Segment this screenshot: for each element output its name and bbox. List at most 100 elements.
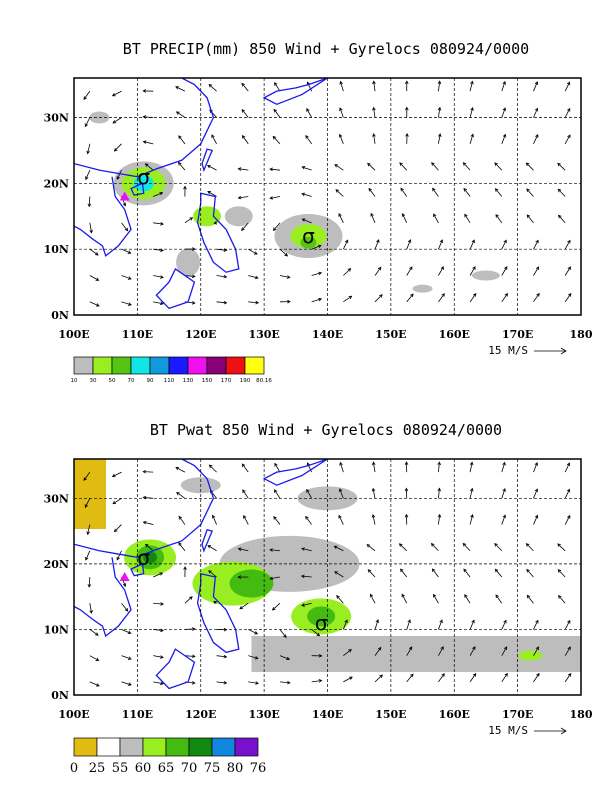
wind-vector-head: [470, 514, 474, 518]
wind-vector: [248, 275, 259, 279]
wind-vector-head: [369, 593, 374, 598]
wind-vector: [311, 272, 322, 276]
wind-vector: [88, 196, 91, 207]
wind-vector-head: [494, 568, 499, 573]
wind-vector-head: [335, 189, 340, 193]
wind-vector-head: [439, 239, 444, 243]
wind-vector-head: [317, 244, 322, 249]
wind-vector-head: [502, 461, 506, 466]
wind-vectors: [83, 80, 572, 307]
wind-vector-head: [301, 166, 306, 170]
wind-vector: [184, 655, 195, 657]
wind-vector-head: [472, 672, 477, 677]
wind-vector: [121, 629, 131, 634]
wind-vector-head: [178, 542, 182, 546]
wind-vector: [121, 681, 132, 686]
wind-vector-head: [407, 619, 411, 624]
wind-vector-head: [269, 548, 273, 552]
grid-lines: [74, 459, 581, 695]
wind-vector: [88, 576, 91, 588]
wind-vector: [336, 595, 344, 604]
wind-vector: [469, 488, 473, 499]
y-tick-label: 30N: [44, 112, 69, 125]
wind-vector-head: [94, 632, 99, 636]
wind-vector: [373, 107, 376, 118]
wind-vector: [533, 134, 539, 145]
wind-vector: [238, 168, 249, 171]
wind-vector-head: [347, 268, 352, 272]
coastline-asia: [74, 78, 215, 178]
pwat-area: [229, 569, 274, 598]
wind-vector: [564, 489, 570, 499]
pwat-area: [307, 606, 336, 627]
wind-vector-head: [127, 630, 132, 635]
pwat-area: [143, 551, 158, 564]
wind-vector: [432, 568, 439, 578]
wind-vector: [533, 646, 539, 656]
coastline-hainan: [130, 562, 145, 577]
wind-vector-head: [142, 469, 147, 474]
wind-vector: [370, 594, 376, 604]
wind-vector: [374, 267, 382, 276]
coastline-indochina: [74, 557, 132, 638]
reference-vector-label: 15 M/S: [488, 344, 528, 357]
wind-vector: [374, 674, 383, 683]
wind-vector: [469, 673, 477, 683]
wind-vector: [89, 681, 100, 687]
coastline-taiwan: [201, 148, 214, 173]
wind-vector-head: [567, 619, 571, 624]
wind-vector-head: [437, 513, 442, 518]
pwat-area: [297, 486, 358, 511]
coastline-japan: [262, 78, 328, 106]
wind-vector-head: [95, 657, 100, 661]
wind-vector-head: [526, 188, 530, 193]
wind-vector-head: [404, 487, 409, 492]
x-tick-label: 120E: [185, 708, 216, 721]
wind-vector-head: [113, 528, 118, 533]
wind-vector-head: [241, 463, 246, 468]
precip-area: [290, 224, 327, 248]
plot-panel-2: σ σ 100E 110E 120E 130E 140E 150E 160E 170E 180 0N 1…: [44, 458, 593, 776]
wind-vector: [373, 133, 376, 144]
wind-vector: [89, 248, 99, 256]
wind-vector-head: [502, 133, 507, 138]
wind-vector-head: [526, 568, 530, 573]
wind-vector: [372, 488, 376, 499]
colorbar-label: 75: [204, 761, 221, 776]
storm-position-marker: [119, 572, 130, 581]
wind-vector-head: [557, 162, 561, 167]
wind-vector-head: [371, 513, 376, 518]
wind-vector: [114, 524, 122, 532]
wind-vector: [367, 569, 376, 578]
wind-vector: [339, 107, 344, 118]
wind-vector-head: [208, 83, 213, 88]
wind-vector-head: [367, 569, 372, 573]
wind-vector: [406, 646, 413, 656]
wind-vector: [564, 646, 571, 656]
wind-vector: [311, 680, 322, 683]
wind-vector-head: [409, 266, 413, 270]
wind-vector: [469, 107, 474, 118]
wind-vector: [112, 471, 122, 477]
wind-vector: [564, 240, 571, 250]
wind-vector-head: [348, 649, 352, 653]
wind-vector: [533, 240, 539, 250]
wind-vector: [526, 543, 534, 552]
wind-vector: [311, 245, 322, 250]
wind-vector: [84, 498, 91, 508]
wind-vector: [311, 629, 320, 637]
wind-vector-head: [160, 301, 164, 306]
wind-vector-head: [348, 295, 353, 300]
wind-vector: [178, 542, 186, 552]
pwat-area: [74, 459, 106, 529]
wind-vector-head: [223, 300, 228, 305]
wind-vector-head: [437, 487, 441, 492]
wind-vector-head: [502, 488, 506, 492]
wind-vector-head: [274, 82, 278, 86]
wind-vector-head: [404, 461, 409, 465]
wind-vector-head: [178, 515, 182, 520]
wind-vector-head: [401, 593, 405, 598]
colorbar-label: 25: [89, 761, 106, 776]
wind-vector: [85, 170, 91, 180]
wind-vector: [112, 117, 122, 124]
